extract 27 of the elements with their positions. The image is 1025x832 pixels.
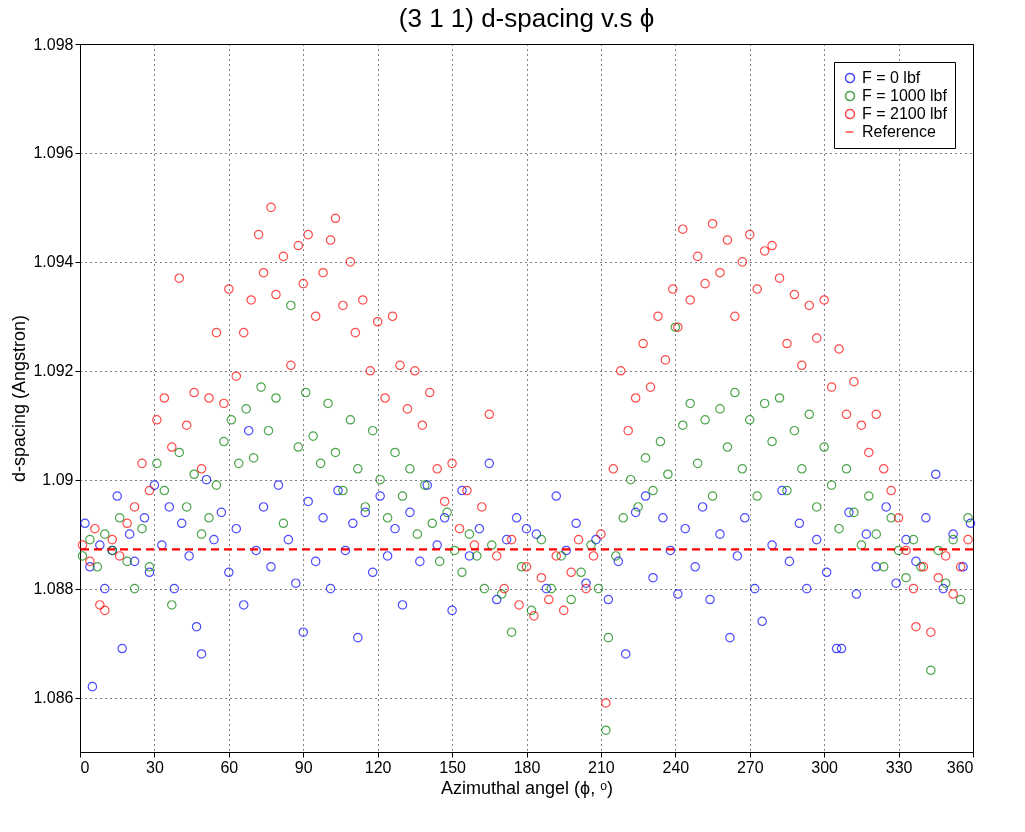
x-tick-label: 90	[294, 758, 313, 776]
y-tick-label: 1.088	[33, 580, 74, 598]
y-tick-label: 1.092	[33, 362, 74, 380]
y-tick-label: 1.09	[42, 471, 74, 489]
y-tick-label: 1.086	[33, 689, 74, 707]
x-tick-label: 270	[736, 758, 764, 776]
y-tick-label: 1.098	[33, 35, 74, 53]
x-axis-title: Azimuthal angel (ϕ, ᵒ)	[441, 777, 613, 798]
x-tick-label: 210	[588, 758, 615, 776]
x-tick-label: 120	[364, 758, 392, 776]
x-tick-label: 240	[662, 758, 690, 776]
x-tick-label: 0	[80, 758, 90, 776]
legend-label: F = 2100 lbf	[862, 105, 948, 122]
legend-label: F = 0 lbf	[862, 69, 921, 86]
x-tick-label: 60	[220, 758, 239, 776]
x-tick-label: 180	[513, 758, 541, 776]
x-tick-label: 330	[885, 758, 913, 776]
x-tick-label: 150	[439, 758, 467, 776]
y-tick-label: 1.094	[33, 253, 74, 271]
legend-label: Reference	[862, 123, 936, 140]
x-tick-label: 30	[146, 758, 164, 776]
x-tick-label: 300	[811, 758, 839, 776]
y-tick-label: 1.096	[33, 144, 74, 162]
chart-title: (3 1 1) d-spacing v.s ϕ	[398, 3, 655, 33]
x-tick-label: 360	[946, 758, 974, 776]
legend-label: F = 1000 lbf	[862, 87, 948, 104]
y-axis-title: d-spacing (Angstron)	[9, 314, 30, 483]
